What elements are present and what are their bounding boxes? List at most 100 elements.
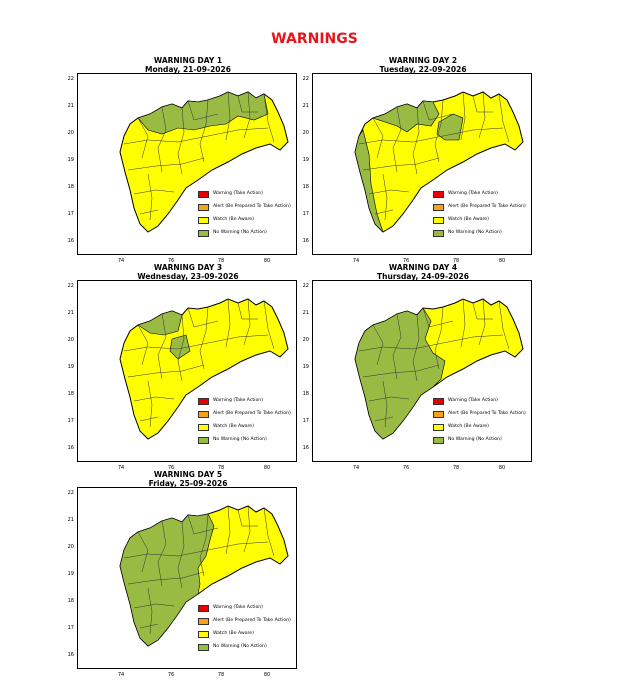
legend-swatch (198, 217, 209, 224)
y-tick-label: 21 (67, 310, 74, 316)
legend-swatch (198, 398, 209, 405)
x-tick-label: 80 (498, 258, 506, 264)
warning-day-panel: WARNING DAY 2 Tuesday, 22-09-2026 Warnin… (298, 56, 548, 276)
legend-item: Warning (Take Action) (198, 604, 294, 617)
x-tick-label: 74 (352, 258, 360, 264)
y-tick-label: 20 (67, 544, 74, 550)
legend-swatch (198, 437, 209, 444)
legend-item: Alert (Be Prepared To Take Action) (198, 617, 294, 630)
legend-label: Alert (Be Prepared To Take Action) (213, 618, 291, 623)
panel-title: WARNING DAY 4 Thursday, 24-09-2026 (298, 263, 548, 281)
legend-label: No Warning (No Action) (213, 437, 267, 442)
map-frame: Warning (Take Action) Alert (Be Prepared… (77, 487, 297, 669)
warning-day-panel: WARNING DAY 3 Wednesday, 23-09-2026 Warn… (63, 263, 313, 483)
legend-swatch (433, 217, 444, 224)
x-tick-label: 74 (352, 465, 360, 471)
legend-label: Alert (Be Prepared To Take Action) (213, 204, 291, 209)
map-frame: Warning (Take Action) Alert (Be Prepared… (312, 280, 532, 462)
legend-label: Watch (Be Aware) (448, 217, 489, 222)
y-tick-label: 22 (302, 283, 309, 289)
panel-date: Tuesday, 22-09-2026 (379, 65, 467, 74)
map-legend: Warning (Take Action) Alert (Be Prepared… (198, 190, 294, 242)
y-tick-label: 21 (302, 103, 309, 109)
y-tick-label: 22 (67, 76, 74, 82)
legend-item: No Warning (No Action) (433, 229, 529, 242)
legend-label: Warning (Take Action) (213, 191, 263, 196)
legend-item: Warning (Take Action) (433, 190, 529, 203)
y-tick-label: 18 (67, 598, 74, 604)
map-frame: Warning (Take Action) Alert (Be Prepared… (312, 73, 532, 255)
y-tick-label: 16 (302, 445, 309, 451)
legend-swatch (433, 398, 444, 405)
legend-label: Alert (Be Prepared To Take Action) (448, 204, 526, 209)
x-tick-label: 80 (498, 465, 506, 471)
legend-label: No Warning (No Action) (213, 230, 267, 235)
y-tick-label: 17 (67, 418, 74, 424)
legend-item: Watch (Be Aware) (198, 216, 294, 229)
legend-item: Alert (Be Prepared To Take Action) (433, 410, 529, 423)
legend-label: Watch (Be Aware) (213, 424, 254, 429)
y-tick-label: 21 (67, 517, 74, 523)
legend-item: No Warning (No Action) (198, 436, 294, 449)
y-tick-label: 16 (67, 445, 74, 451)
y-tick-label: 18 (302, 184, 309, 190)
legend-swatch (433, 191, 444, 198)
y-tick-label: 17 (67, 625, 74, 631)
legend-item: Watch (Be Aware) (433, 216, 529, 229)
y-tick-label: 16 (67, 238, 74, 244)
legend-swatch (198, 204, 209, 211)
map-frame: Warning (Take Action) Alert (Be Prepared… (77, 280, 297, 462)
y-tick-label: 22 (302, 76, 309, 82)
maharashtra-map (119, 91, 289, 233)
maharashtra-map (119, 298, 289, 440)
y-tick-label: 16 (302, 238, 309, 244)
panel-heading: WARNING DAY 3 (153, 263, 223, 272)
state-no-warning-area (137, 91, 269, 135)
x-tick-label: 74 (117, 672, 125, 678)
maharashtra-map (354, 298, 524, 440)
map-legend: Warning (Take Action) Alert (Be Prepared… (433, 190, 529, 242)
y-tick-label: 20 (302, 337, 309, 343)
legend-label: Watch (Be Aware) (213, 631, 254, 636)
x-tick-label: 76 (402, 465, 410, 471)
legend-item: Watch (Be Aware) (433, 423, 529, 436)
state-no-warning-area (354, 307, 446, 440)
map-legend: Warning (Take Action) Alert (Be Prepared… (433, 397, 529, 449)
legend-label: No Warning (No Action) (448, 230, 502, 235)
legend-item: Alert (Be Prepared To Take Action) (198, 410, 294, 423)
panel-heading: WARNING DAY 2 (388, 56, 458, 65)
x-tick-label: 74 (117, 258, 125, 264)
panel-date: Friday, 25-09-2026 (148, 479, 228, 488)
legend-item: Warning (Take Action) (433, 397, 529, 410)
legend-swatch (198, 605, 209, 612)
panel-title: WARNING DAY 2 Tuesday, 22-09-2026 (298, 56, 548, 74)
panel-date: Wednesday, 23-09-2026 (137, 272, 239, 281)
legend-item: Alert (Be Prepared To Take Action) (198, 203, 294, 216)
y-tick-label: 19 (302, 364, 309, 370)
legend-label: Warning (Take Action) (448, 191, 498, 196)
legend-item: No Warning (No Action) (433, 436, 529, 449)
panel-date: Monday, 21-09-2026 (145, 65, 231, 74)
legend-label: Alert (Be Prepared To Take Action) (213, 411, 291, 416)
state-no-warning-area (119, 513, 215, 647)
x-tick-label: 80 (263, 465, 271, 471)
legend-label: Warning (Take Action) (213, 605, 263, 610)
legend-item: No Warning (No Action) (198, 643, 294, 656)
y-tick-label: 22 (67, 283, 74, 289)
x-tick-label: 78 (452, 258, 460, 264)
y-tick-label: 21 (302, 310, 309, 316)
x-tick-label: 76 (167, 672, 175, 678)
legend-swatch (433, 424, 444, 431)
panel-title: WARNING DAY 3 Wednesday, 23-09-2026 (63, 263, 313, 281)
maharashtra-map (119, 505, 289, 647)
legend-swatch (433, 230, 444, 237)
y-tick-label: 18 (67, 391, 74, 397)
y-tick-label: 22 (67, 490, 74, 496)
page-title: WARNINGS (271, 31, 358, 47)
y-tick-label: 19 (67, 157, 74, 163)
legend-swatch (198, 411, 209, 418)
legend-label: Warning (Take Action) (213, 398, 263, 403)
legend-item: Watch (Be Aware) (198, 423, 294, 436)
y-tick-label: 19 (302, 157, 309, 163)
x-tick-label: 74 (117, 465, 125, 471)
